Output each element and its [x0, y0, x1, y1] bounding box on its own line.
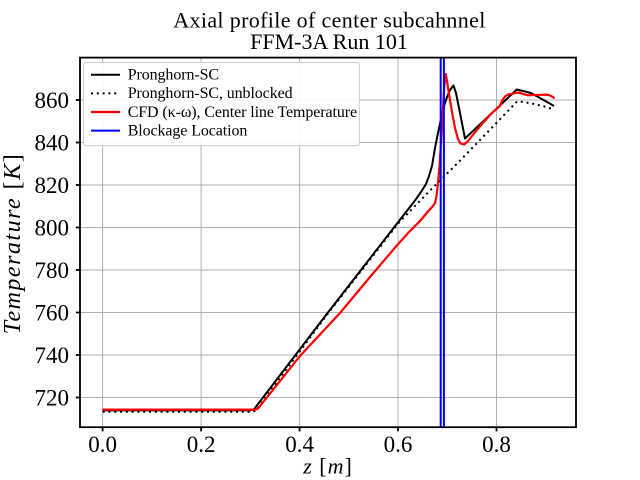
svg-text:0.6: 0.6	[384, 432, 413, 457]
svg-text:0.2: 0.2	[187, 432, 216, 457]
svg-text:0.8: 0.8	[482, 432, 511, 457]
svg-text:FFM-3A Run 101: FFM-3A Run 101	[250, 29, 408, 54]
svg-text:820: 820	[35, 173, 70, 198]
svg-text:0.4: 0.4	[285, 432, 314, 457]
svg-text:760: 760	[35, 300, 70, 325]
svg-text:720: 720	[35, 385, 70, 410]
svg-text:0.0: 0.0	[88, 432, 117, 457]
svg-text:Blockage Location: Blockage Location	[128, 122, 248, 139]
svg-text:Pronghorn-SC, unblocked: Pronghorn-SC, unblocked	[128, 85, 293, 102]
svg-text:740: 740	[35, 343, 70, 368]
svg-text:860: 860	[35, 88, 70, 113]
svg-text:Temperature [K]: Temperature [K]	[0, 153, 26, 334]
svg-text:z [m]: z [m]	[302, 454, 353, 479]
svg-text:Axial profile of center subcah: Axial profile of center subcahnnel	[173, 7, 485, 32]
svg-text:800: 800	[35, 215, 70, 240]
svg-text:CFD (κ-ω), Center line Tempera: CFD (κ-ω), Center line Temperature	[128, 104, 357, 121]
svg-text:780: 780	[35, 258, 70, 283]
svg-text:840: 840	[35, 130, 70, 155]
svg-text:Pronghorn-SC: Pronghorn-SC	[128, 67, 219, 84]
